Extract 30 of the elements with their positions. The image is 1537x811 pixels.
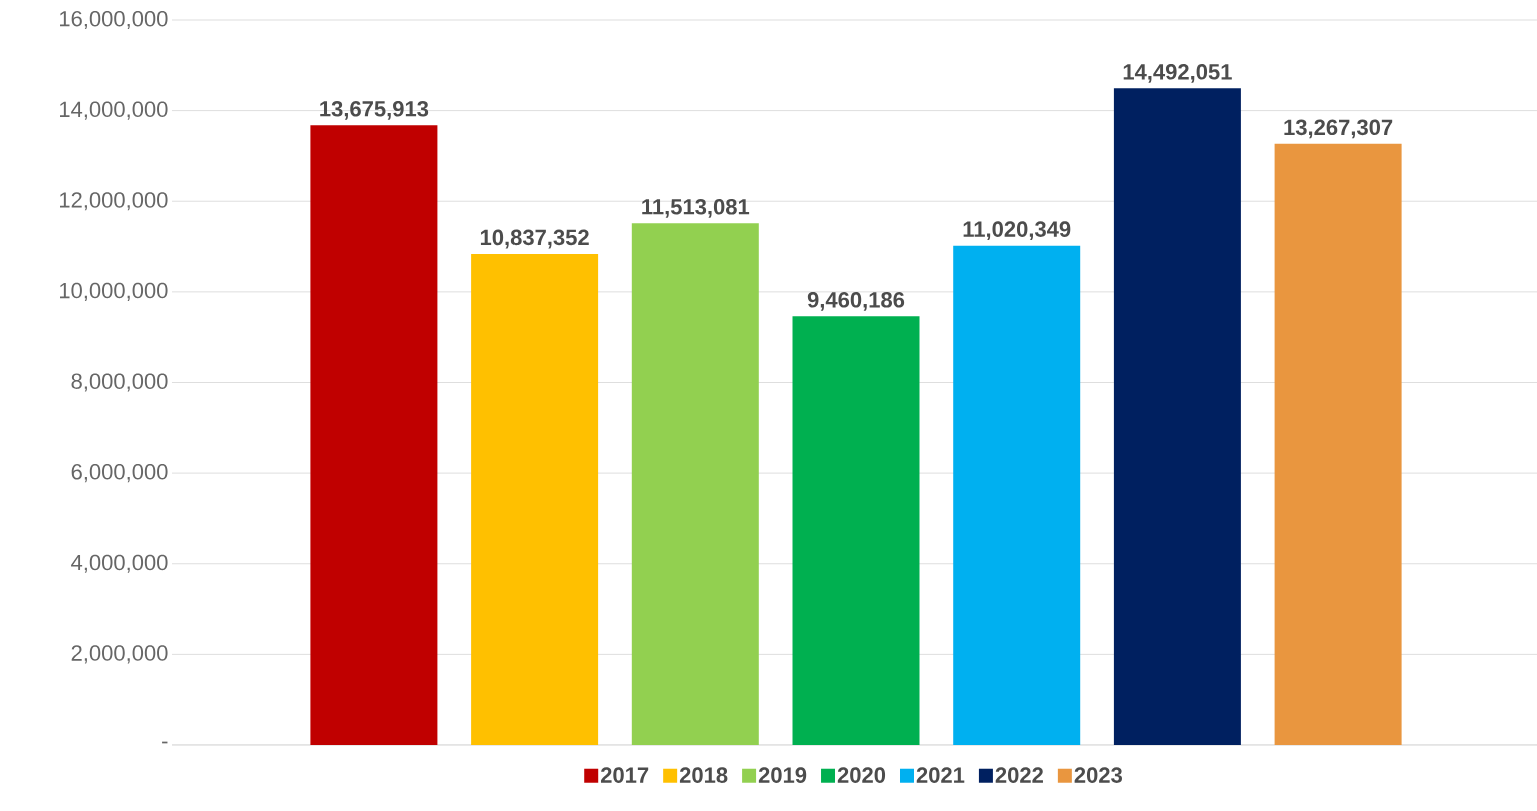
y-tick-label: 16,000,000 [60,10,168,30]
data-label: 9,460,186 [807,292,905,311]
y-tick-label: 8,000,000 [71,373,168,392]
legend-label: 2023 [1074,767,1122,783]
bar [953,245,1081,745]
data-label: 14,492,051 [1123,64,1232,83]
legend-label: 2017 [600,767,649,783]
y-tick-label: 12,000,000 [60,192,168,211]
y-tick-label: 14,000,000 [60,101,168,120]
y-tick-label: 10,000,000 [60,282,168,301]
y-tick-label: 4,000,000 [71,554,168,573]
legend-label: 2020 [837,767,886,783]
y-tick-label: 6,000,000 [71,464,168,483]
legend-label: 2022 [995,767,1043,783]
data-label: 13,675,913 [320,100,429,120]
bar [310,125,438,745]
data-label: 13,267,307 [1284,119,1393,139]
data-label: 11,513,081 [642,199,750,218]
data-label: 10,837,352 [480,229,589,249]
bar [1274,143,1402,745]
legend-label: 2019 [758,767,807,783]
legend-label: 2018 [679,767,728,783]
legend-label: 2021 [916,767,965,783]
bar [1113,88,1241,745]
y-tick-label: 2,000,000 [71,645,168,664]
bar [471,253,599,745]
y-tick-label: - [162,741,168,744]
bar [792,316,920,745]
bar [631,223,759,745]
data-label: 11,020,349 [963,221,1071,241]
